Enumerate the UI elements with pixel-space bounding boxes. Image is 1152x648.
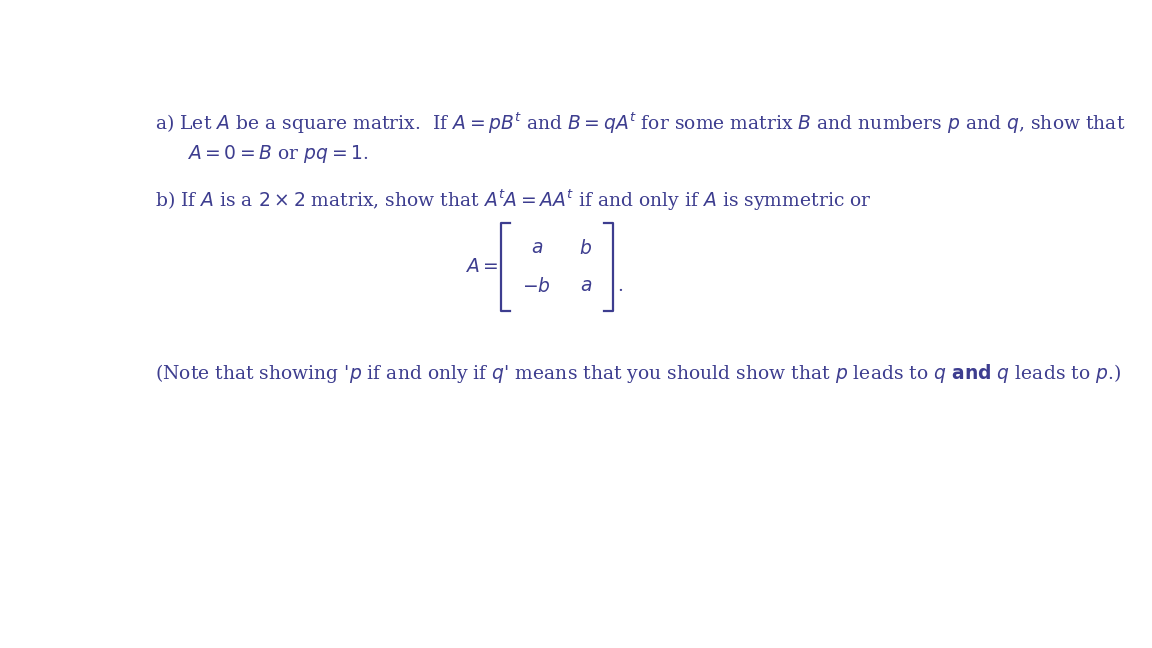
Text: $a$: $a$	[579, 277, 592, 295]
Text: .: .	[617, 277, 623, 295]
Text: a) Let $A$ be a square matrix.  If $A = pB^t$ and $B = qA^t$ for some matrix $B$: a) Let $A$ be a square matrix. If $A = p…	[154, 110, 1126, 135]
Text: $a$: $a$	[531, 239, 543, 257]
Text: (Note that showing '$p$ if and only if $q$' means that you should show that $p$ : (Note that showing '$p$ if and only if $…	[154, 362, 1121, 385]
Text: $A = 0 = B$ or $pq = 1$.: $A = 0 = B$ or $pq = 1$.	[187, 143, 369, 165]
Text: $-b$: $-b$	[523, 277, 551, 296]
Text: $A =$: $A =$	[465, 259, 499, 276]
Text: $b$: $b$	[579, 239, 592, 258]
Text: b) If $A$ is a $2 \times 2$ matrix, show that $A^tA = AA^t$ if and only if $A$ i: b) If $A$ is a $2 \times 2$ matrix, show…	[154, 187, 871, 213]
